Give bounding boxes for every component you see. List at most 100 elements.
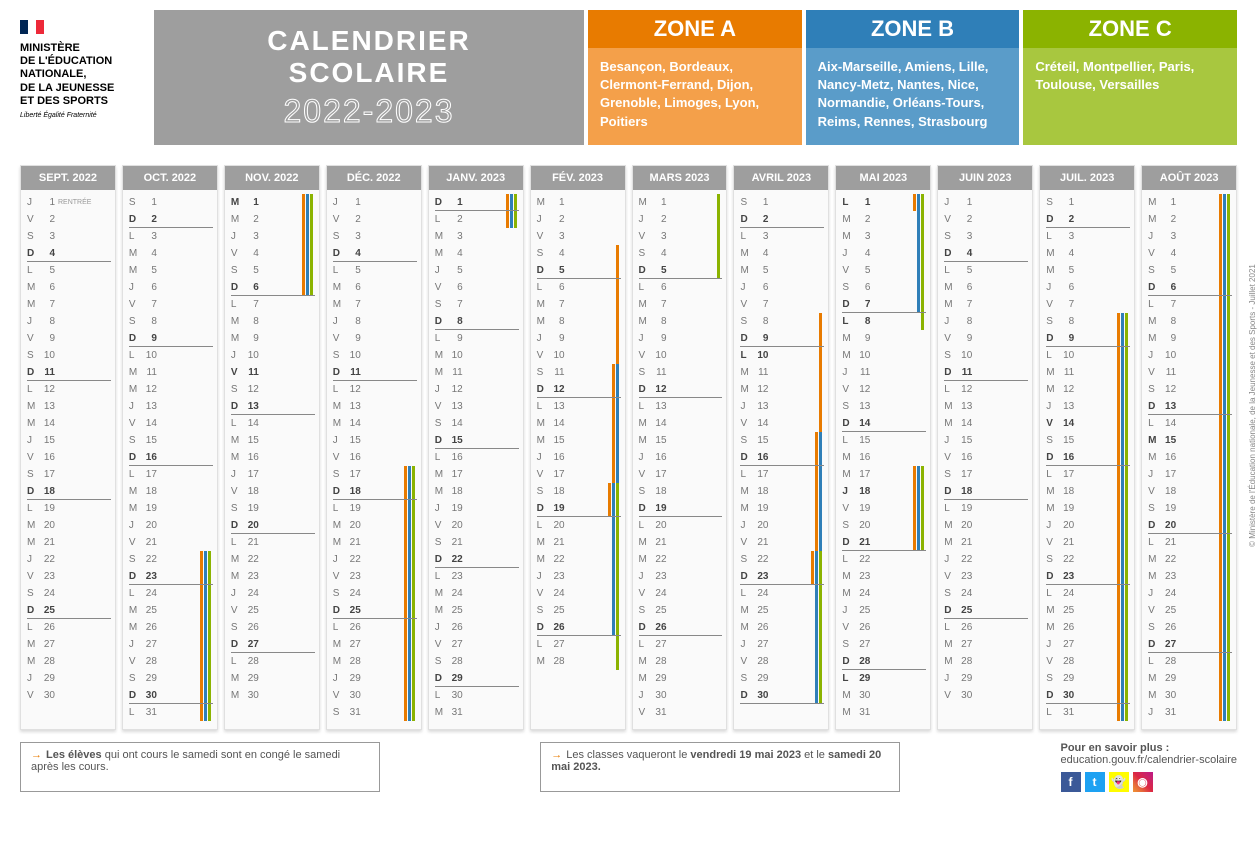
- day-cell: S3: [333, 228, 417, 245]
- day-cell: M28: [333, 653, 417, 670]
- day-cell: L8: [842, 313, 926, 330]
- day-cell: J29: [333, 670, 417, 687]
- day-cell: M10: [435, 347, 519, 364]
- copyright: © Ministère de l'Éducation nationale, de…: [1249, 264, 1257, 547]
- day-cell: D27: [231, 636, 315, 653]
- day-cell: D2: [740, 211, 824, 228]
- month-header: AOÛT 2023: [1142, 166, 1236, 190]
- day-cell: L5: [944, 262, 1028, 279]
- facebook-icon[interactable]: f: [1061, 772, 1081, 792]
- day-cell: L27: [639, 636, 723, 653]
- day-cell: D13: [231, 398, 315, 415]
- day-cell: L19: [27, 500, 111, 517]
- day-cell: M2: [842, 211, 926, 228]
- day-cell: L21: [231, 534, 315, 551]
- day-cell: M20: [27, 517, 111, 534]
- day-cell: D2: [1046, 211, 1130, 228]
- instagram-icon[interactable]: ◉: [1133, 772, 1153, 792]
- day-cell: D26: [639, 619, 723, 636]
- day-cell: M28: [639, 653, 723, 670]
- day-cell: S17: [27, 466, 111, 483]
- day-cell: V13: [435, 398, 519, 415]
- day-cell: M14: [537, 415, 621, 432]
- day-cell: D28: [842, 653, 926, 670]
- day-cell: V2: [27, 211, 111, 228]
- day-cell: D18: [27, 483, 111, 500]
- day-cell: M15: [1148, 432, 1232, 449]
- day-cell: D9: [740, 330, 824, 347]
- day-cell: V7: [129, 296, 213, 313]
- day-cell: J1: [944, 194, 1028, 211]
- day-cell: S1: [129, 194, 213, 211]
- day-cell: L3: [129, 228, 213, 245]
- day-cell: J22: [27, 551, 111, 568]
- day-cell: J10: [1148, 347, 1232, 364]
- day-cell: M5: [129, 262, 213, 279]
- day-cell: M26: [740, 619, 824, 636]
- day-cell: J3: [1148, 228, 1232, 245]
- day-cell: L31: [129, 704, 213, 721]
- twitter-icon[interactable]: t: [1085, 772, 1105, 792]
- day-cell: D23: [129, 568, 213, 585]
- day-cell: M25: [129, 602, 213, 619]
- day-cell: D2: [129, 211, 213, 228]
- day-cell: M26: [129, 619, 213, 636]
- note-1: →Les élèves qui ont cours le samedi sont…: [20, 742, 380, 792]
- day-cell: S11: [639, 364, 723, 381]
- day-cell: V21: [1046, 534, 1130, 551]
- day-cell: J6: [1046, 279, 1130, 296]
- day-cell: V7: [1046, 296, 1130, 313]
- day-cell: J29: [27, 670, 111, 687]
- day-cell: D11: [27, 364, 111, 381]
- zone-b-label: ZONE B: [806, 10, 1020, 48]
- snapchat-icon[interactable]: 👻: [1109, 772, 1129, 792]
- day-cell: V17: [537, 466, 621, 483]
- day-cell: M17: [842, 466, 926, 483]
- day-cell: M12: [740, 381, 824, 398]
- day-cell: S10: [27, 347, 111, 364]
- day-cell: V28: [129, 653, 213, 670]
- day-cell: M21: [333, 534, 417, 551]
- day-cell: V10: [537, 347, 621, 364]
- ministry-motto: Liberté Égalité Fraternité: [20, 112, 150, 120]
- day-cell: D18: [944, 483, 1028, 500]
- day-cell: M5: [1046, 262, 1130, 279]
- day-cell: S13: [842, 398, 926, 415]
- day-cell: V17: [639, 466, 723, 483]
- day-cell: J19: [435, 500, 519, 517]
- day-cell: S4: [537, 245, 621, 262]
- day-cell: J8: [27, 313, 111, 330]
- day-cell: M9: [842, 330, 926, 347]
- day-cell: M1: [231, 194, 315, 211]
- day-cell: D29: [435, 670, 519, 687]
- day-cell: L5: [27, 262, 111, 279]
- day-cell: M14: [333, 415, 417, 432]
- day-cell: M16: [231, 449, 315, 466]
- day-cell: V3: [537, 228, 621, 245]
- day-cell: S25: [537, 602, 621, 619]
- day-cell: D23: [740, 568, 824, 585]
- day-cell: L3: [1046, 228, 1130, 245]
- day-cell: M30: [1148, 687, 1232, 704]
- day-cell: M26: [1046, 619, 1130, 636]
- day-cell: L17: [740, 466, 824, 483]
- day-cell: M23: [842, 568, 926, 585]
- day-cell: M29: [639, 670, 723, 687]
- more-info: Pour en savoir plus :education.gouv.fr/c…: [1061, 742, 1238, 792]
- day-cell: S29: [129, 670, 213, 687]
- day-cell: S29: [1046, 670, 1130, 687]
- day-cell: J15: [333, 432, 417, 449]
- day-cell: D15: [435, 432, 519, 449]
- day-cell: J25: [842, 602, 926, 619]
- day-cell: V24: [537, 585, 621, 602]
- day-cell: M24: [842, 585, 926, 602]
- day-cell: L1: [842, 194, 926, 211]
- day-cell: M2: [1148, 211, 1232, 228]
- zone-a-label: ZONE A: [588, 10, 802, 48]
- day-cell: S21: [435, 534, 519, 551]
- day-cell: L15: [842, 432, 926, 449]
- day-cell: V28: [1046, 653, 1130, 670]
- day-cell: J20: [129, 517, 213, 534]
- day-cell: D14: [842, 415, 926, 432]
- day-cell: D4: [27, 245, 111, 262]
